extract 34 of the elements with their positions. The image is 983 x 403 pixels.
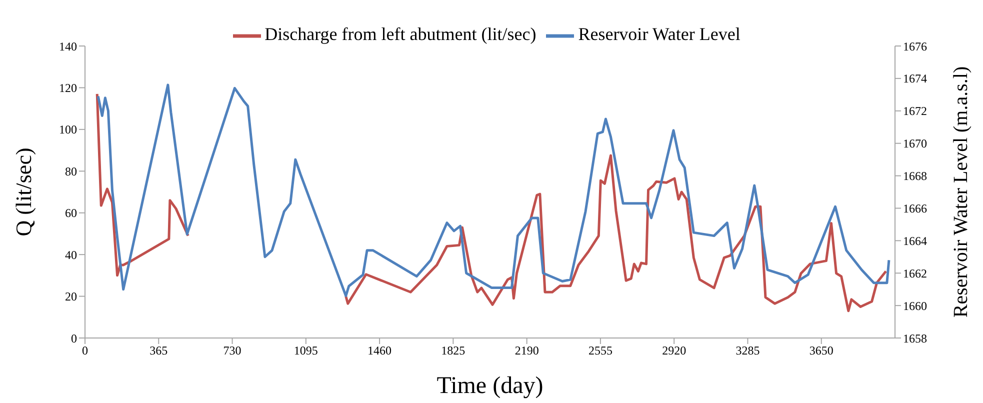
y-tick-label: 20 (65, 290, 77, 304)
y-tick-label: 40 (65, 248, 77, 262)
y2-axis-title: Reservoir Water Level (m.a.s.l) (950, 66, 972, 318)
x-tick-label: 1095 (294, 344, 318, 358)
y2-tick-label: 1658 (903, 331, 927, 346)
x-tick-label: 1825 (441, 344, 466, 358)
y-tick-label: 100 (59, 122, 77, 137)
y2-tick-label: 1670 (903, 136, 927, 151)
x-tick-label: 365 (150, 344, 168, 358)
x-tick-label: 730 (223, 344, 242, 358)
y-axis-title: Q (lit/sec) (10, 148, 36, 236)
y-tick-label: 60 (65, 206, 77, 220)
y-tick-label: 0 (71, 331, 77, 346)
y-tick-label: 120 (59, 80, 77, 95)
y2-tick-label: 1668 (903, 169, 927, 184)
x-tick-label: 3285 (736, 344, 760, 358)
x-tick-label: 1460 (368, 344, 392, 358)
legend-label: Reservoir Water Level (578, 24, 740, 44)
y-tick-label: 80 (65, 164, 77, 178)
y2-tick-label: 1664 (903, 234, 927, 248)
x-axis-title: Time (day) (436, 373, 544, 399)
x-tick-label: 2190 (514, 344, 539, 358)
x-tick-label: 3650 (809, 344, 834, 358)
y2-tick-label: 1662 (903, 266, 927, 280)
x-tick-label: 2920 (662, 344, 686, 358)
y2-tick-label: 1676 (903, 39, 927, 54)
legend-label: Discharge from left abutment (lit/sec) (264, 24, 536, 44)
y2-tick-label: 1674 (903, 72, 927, 86)
x-tick-label: 0 (82, 344, 88, 358)
y2-tick-label: 1672 (903, 104, 927, 118)
y-tick-label: 140 (59, 39, 77, 54)
y2-tick-label: 1666 (903, 201, 927, 216)
y2-tick-label: 1660 (903, 298, 927, 313)
x-tick-label: 2555 (588, 344, 612, 358)
